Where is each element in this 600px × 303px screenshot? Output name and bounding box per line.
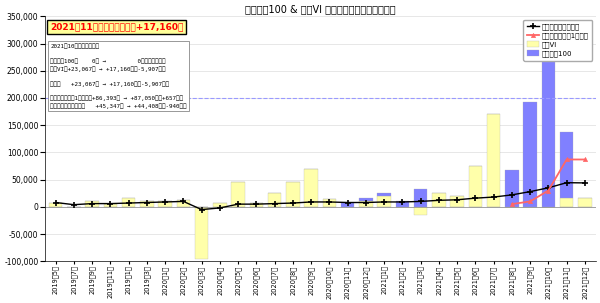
合計平均（全期間） bbox=[545, 186, 552, 190]
合計平均（全期間） bbox=[70, 203, 77, 207]
合計平均（全期間） bbox=[235, 202, 242, 206]
合計平均（全期間） bbox=[435, 198, 442, 202]
Legend: 合計平均（全期間）, 合計平均（直近1年間）, 米国VI, イギリス100: 合計平均（全期間）, 合計平均（直近1年間）, 米国VI, イギリス100 bbox=[523, 20, 592, 61]
合計平均（全期間） bbox=[143, 201, 151, 204]
Bar bbox=[286, 182, 300, 207]
合計平均（全期間） bbox=[490, 195, 497, 199]
Bar bbox=[377, 196, 391, 207]
合計平均（全期間） bbox=[399, 200, 406, 204]
Bar bbox=[505, 170, 519, 207]
Bar bbox=[341, 203, 355, 207]
Text: 2021年10月分からの変動

イギリス100：    0円 →         0円（変動なし）
米国VI：+23,067円 → +17,160円（-5,90: 2021年10月分からの変動 イギリス100： 0円 → 0円（変動なし） 米国… bbox=[50, 43, 187, 109]
Bar bbox=[542, 55, 555, 207]
Bar bbox=[231, 182, 245, 207]
Bar bbox=[104, 204, 117, 207]
合計平均（全期間） bbox=[52, 201, 59, 204]
合計平均（全期間） bbox=[527, 190, 534, 193]
合計平均（全期間） bbox=[125, 201, 132, 205]
Bar bbox=[85, 201, 99, 207]
合計平均（全期間） bbox=[180, 200, 187, 203]
Bar bbox=[414, 189, 427, 207]
Bar bbox=[450, 196, 464, 207]
Bar bbox=[49, 202, 62, 207]
Bar bbox=[304, 169, 318, 207]
合計平均（全期間） bbox=[271, 202, 278, 205]
Bar bbox=[213, 202, 227, 207]
Bar bbox=[377, 193, 391, 196]
Bar bbox=[432, 193, 446, 207]
Bar bbox=[578, 198, 592, 207]
Bar bbox=[140, 201, 154, 207]
Bar bbox=[395, 201, 409, 207]
合計平均（全期間） bbox=[581, 181, 589, 185]
合計平均（直近1年間） bbox=[545, 189, 552, 192]
合計平均（全期間） bbox=[362, 201, 370, 204]
Bar bbox=[523, 102, 537, 207]
合計平均（全期間） bbox=[289, 201, 296, 205]
Line: 合計平均（全期間）: 合計平均（全期間） bbox=[53, 180, 587, 212]
合計平均（全期間） bbox=[454, 198, 461, 201]
合計平均（全期間） bbox=[253, 202, 260, 206]
合計平均（直近1年間） bbox=[508, 202, 515, 206]
合計平均（全期間） bbox=[107, 202, 114, 205]
Line: 合計平均（直近1年間）: 合計平均（直近1年間） bbox=[510, 157, 587, 206]
合計平均（全期間） bbox=[308, 200, 315, 204]
Bar bbox=[359, 198, 373, 201]
Bar bbox=[414, 207, 427, 215]
合計平均（全期間） bbox=[198, 208, 205, 211]
Bar bbox=[122, 198, 136, 207]
Bar bbox=[560, 198, 574, 207]
合計平均（全期間） bbox=[326, 200, 333, 204]
Bar bbox=[158, 201, 172, 207]
合計平均（直近1年間） bbox=[527, 200, 534, 203]
合計平均（全期間） bbox=[216, 206, 223, 210]
合計平均（全期間） bbox=[417, 200, 424, 203]
合計平均（直近1年間） bbox=[581, 158, 589, 161]
Bar bbox=[323, 199, 336, 207]
合計平均（全期間） bbox=[472, 196, 479, 200]
Bar bbox=[469, 166, 482, 207]
Bar bbox=[359, 201, 373, 207]
合計平均（全期間） bbox=[563, 181, 570, 185]
Bar bbox=[250, 202, 263, 207]
合計平均（全期間） bbox=[508, 193, 515, 197]
合計平均（全期間） bbox=[344, 201, 351, 204]
合計平均（全期間） bbox=[89, 202, 96, 205]
Bar bbox=[487, 114, 500, 207]
Title: イギリス100 & 米国VI 価格調整額（月次）の推移: イギリス100 & 米国VI 価格調整額（月次）の推移 bbox=[245, 4, 395, 14]
合計平均（直近1年間） bbox=[563, 158, 570, 161]
Bar bbox=[268, 193, 281, 207]
合計平均（全期間） bbox=[380, 200, 388, 204]
Bar bbox=[195, 207, 208, 258]
Text: 2021年11月の価格調整額：+17,160円: 2021年11月の価格調整額：+17,160円 bbox=[50, 22, 184, 32]
合計平均（全期間） bbox=[161, 200, 169, 204]
Bar bbox=[176, 200, 190, 207]
Bar bbox=[560, 132, 574, 198]
